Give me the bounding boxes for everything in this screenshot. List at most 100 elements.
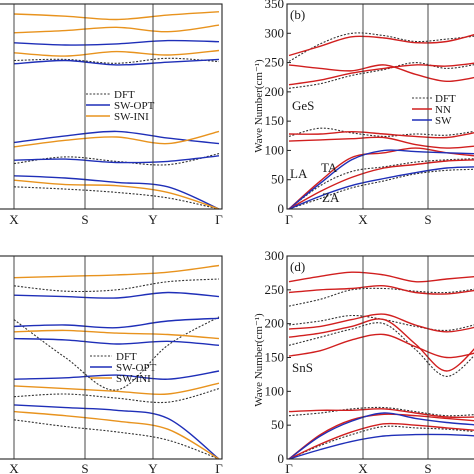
series-line-nn-0 xyxy=(288,33,474,57)
legend-label-sw: SW xyxy=(435,115,452,127)
panel-a-frame xyxy=(0,3,223,210)
series-line-dft-2 xyxy=(288,287,474,307)
series-line-sw-ini-7 xyxy=(13,130,220,148)
panel-a-lines xyxy=(13,11,220,210)
panel-c-legend: DFT SW-OPT SW-INI xyxy=(90,351,157,385)
series-line-sw-opt-8 xyxy=(13,155,220,164)
panel-b-xtick-s: S xyxy=(424,212,431,227)
y-tick-label: 200 xyxy=(265,316,285,331)
panel-c: X S Y Γ DFT SW-OPT SW-INI xyxy=(0,255,223,474)
series-line-sw-opt-7 xyxy=(13,370,220,380)
series-line-dft-9 xyxy=(13,388,220,404)
panel-d-label: (d) xyxy=(290,259,305,274)
legend-label-sw-ini: SW-INI xyxy=(114,111,149,123)
panel-b-xtick-gamma: Γ xyxy=(285,212,293,227)
panel-d-ylabel: Wave Number(cm⁻¹) xyxy=(253,313,265,407)
y-tick-label: 50 xyxy=(271,417,284,432)
series-line-dft-12 xyxy=(13,186,220,210)
series-line-nn-0 xyxy=(288,271,474,283)
panel-b-frame xyxy=(286,3,474,210)
panel-d-xtick-s: S xyxy=(424,461,431,474)
panel-a: X S Y Γ DFT SW-OPT SW-INI xyxy=(0,3,223,227)
panel-d-material: SnS xyxy=(292,360,313,375)
panel-a-xtick-s: S xyxy=(81,212,88,227)
legend-label-sw-opt: SW-OPT xyxy=(116,362,157,374)
series-line-sw-opt-3 xyxy=(13,39,220,46)
series-line-dft-13 xyxy=(288,425,474,460)
series-line-sw-ini-8 xyxy=(13,382,220,396)
series-line-sw-9 xyxy=(288,149,474,210)
series-line-sw-14 xyxy=(288,433,474,460)
panel-a-xtick-x: X xyxy=(9,212,19,227)
series-line-dft-13 xyxy=(288,168,474,210)
panel-c-xtick-x: X xyxy=(9,461,19,474)
y-tick-label: 50 xyxy=(271,172,284,187)
y-tick-label: 0 xyxy=(278,201,285,216)
panel-b-material: GeS xyxy=(292,98,314,113)
panel-c-xtick-y: Y xyxy=(148,461,158,474)
legend-label-nn: NN xyxy=(435,104,451,116)
legend-label-dft: DFT xyxy=(114,89,135,101)
legend-label-sw-opt: SW-OPT xyxy=(114,100,155,112)
panel-b-legend: DFT NN SW xyxy=(412,93,456,127)
branch-label-ta: TA xyxy=(321,160,338,175)
legend-label-dft: DFT xyxy=(116,351,137,363)
series-line-nn-11 xyxy=(288,159,474,210)
panel-a-xtick-y: Y xyxy=(148,212,158,227)
series-line-nn-5 xyxy=(288,318,474,372)
series-line-nn-3 xyxy=(288,313,474,333)
panel-d-y-ticks: 0 50 100 150 200 250 300 xyxy=(265,248,291,466)
y-tick-label: 100 xyxy=(265,383,285,398)
y-tick-label: 0 xyxy=(278,451,285,466)
panel-a-xtick-gamma: Γ xyxy=(215,212,223,227)
series-line-nn-3 xyxy=(288,62,474,86)
y-tick-label: 150 xyxy=(265,113,285,128)
series-line-nn-7 xyxy=(288,333,474,359)
panel-b-xtick-x: X xyxy=(358,212,368,227)
series-line-dft-6 xyxy=(288,322,474,377)
series-line-nn-5 xyxy=(288,130,474,139)
series-line-nn-12 xyxy=(288,422,474,460)
series-line-sw-ini-2 xyxy=(13,49,220,57)
series-line-sw-opt-2 xyxy=(13,291,220,299)
y-tick-label: 200 xyxy=(265,84,285,99)
series-line-sw-ini-5 xyxy=(13,329,220,340)
series-line-nn-10 xyxy=(288,413,474,460)
y-tick-label: 100 xyxy=(265,142,285,157)
series-line-nn-1 xyxy=(288,284,474,295)
y-tick-label: 250 xyxy=(265,55,285,70)
series-line-sw-ini-1 xyxy=(13,24,220,34)
legend-label-sw-ini: SW-INI xyxy=(116,373,151,385)
series-line-dft-5 xyxy=(13,57,220,64)
series-line-nn-7 xyxy=(288,136,474,149)
series-line-dft-9 xyxy=(288,406,474,417)
series-line-sw-ini-11 xyxy=(13,410,220,460)
panel-b-label: (b) xyxy=(290,7,305,22)
panel-d-xtick-gamma: Γ xyxy=(285,461,293,474)
series-line-sw-ini-0 xyxy=(13,264,220,279)
series-line-sw-opt-6 xyxy=(13,130,220,145)
series-line-dft-4 xyxy=(288,314,474,331)
series-line-sw-opt-10 xyxy=(13,175,220,210)
panel-c-lines xyxy=(13,264,220,460)
panel-b-ylabel: Wave Number(cm⁻¹) xyxy=(253,59,265,153)
panel-b-lines xyxy=(288,32,474,210)
series-line-sw-opt-3 xyxy=(13,317,220,329)
series-line-nn-2 xyxy=(288,64,474,83)
panel-d-xtick-x: X xyxy=(358,461,368,474)
series-line-sw-opt-4 xyxy=(13,58,220,66)
panel-c-xtick-s: S xyxy=(81,461,88,474)
y-tick-label: 300 xyxy=(265,248,285,263)
panel-c-frame xyxy=(0,255,223,460)
series-line-sw-opt-10 xyxy=(13,404,220,460)
y-tick-label: 300 xyxy=(265,25,285,40)
series-line-sw-11 xyxy=(288,412,474,460)
series-line-sw-12 xyxy=(288,166,474,210)
y-tick-label: 350 xyxy=(265,0,285,11)
panel-b-y-ticks: 0 50 100 150 200 250 300 350 xyxy=(265,0,291,216)
panel-a-legend: DFT SW-OPT SW-INI xyxy=(86,89,155,123)
series-line-dft-1 xyxy=(288,32,474,62)
panel-c-xtick-gamma: Γ xyxy=(215,461,223,474)
